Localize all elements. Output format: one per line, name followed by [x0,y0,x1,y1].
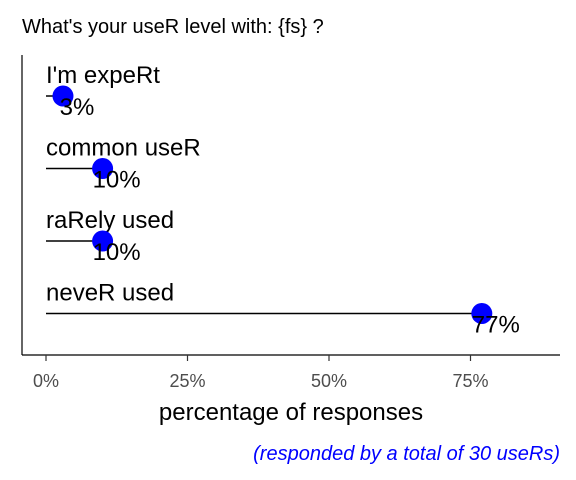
category-label: raRely used [46,207,174,234]
data-point [471,303,493,324]
value-label: 3% [60,94,95,121]
data-point [92,158,114,179]
category-label: neveR used [46,280,174,307]
chart-caption: (responded by a total of 30 useRs) [253,443,560,465]
value-label: 10% [93,167,141,194]
x-tick-label: 75% [452,371,488,391]
data-point [52,85,74,107]
data-point [92,230,114,252]
x-tick-label: 25% [169,371,205,391]
value-label: 10% [93,239,141,266]
category-label: I'm expeRt [46,62,160,89]
value-label: 77% [472,312,520,339]
x-axis-title: percentage of responses [159,399,423,426]
x-tick-label: 0% [33,371,59,391]
chart-title: What's your useR level with: {fs} ? [22,16,324,38]
x-axis-ticks: 0% 25% 50% 75% [33,355,489,391]
x-tick-label: 50% [311,371,347,391]
category-label: common useR [46,135,201,162]
plot-marks: I'm expeRt 3% common useR 10% raRely used 10%… [46,62,520,339]
